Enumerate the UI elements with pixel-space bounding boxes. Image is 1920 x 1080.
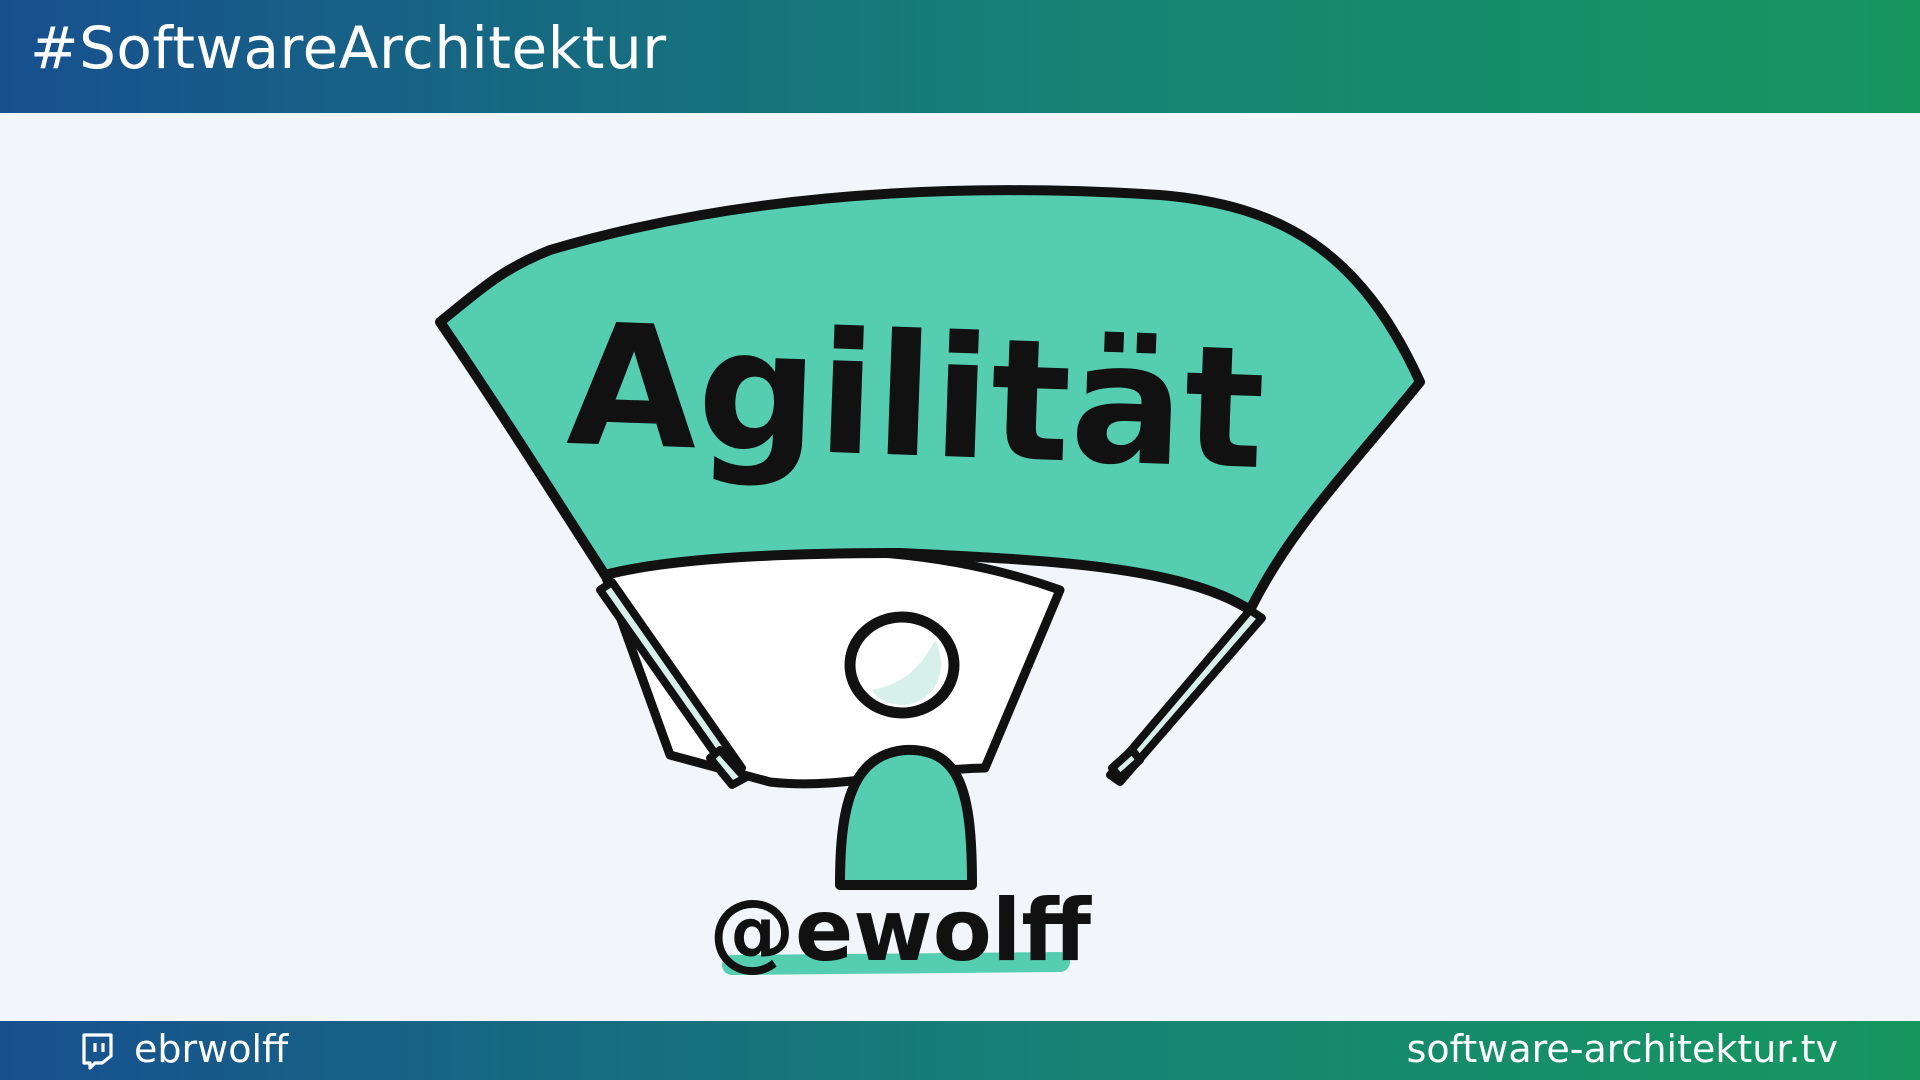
signature-underline [722,952,1070,975]
footer-bar: ebrwolff software-architektur.tv [0,1021,1920,1080]
banner-text: Agilität [564,287,1267,507]
signature-text: @ewolff [709,881,1092,981]
twitch-icon[interactable] [80,1032,114,1070]
banner-drawing: Agilität @ewolff [435,185,1425,981]
banner-shape [435,185,1425,615]
agility-illustration: Agilität @ewolff [420,170,1500,1000]
left-hand [706,746,749,789]
person-body [835,744,977,890]
left-pole [596,578,746,779]
person-head-shade [872,640,941,705]
header-bar: #SoftwareArchitektur [0,0,1920,113]
header-title: #SoftwareArchitektur [30,14,667,82]
website-link[interactable]: software-architektur.tv [1406,1027,1838,1071]
twitch-handle[interactable]: ebrwolff [134,1027,289,1071]
right-hand [1108,746,1144,782]
